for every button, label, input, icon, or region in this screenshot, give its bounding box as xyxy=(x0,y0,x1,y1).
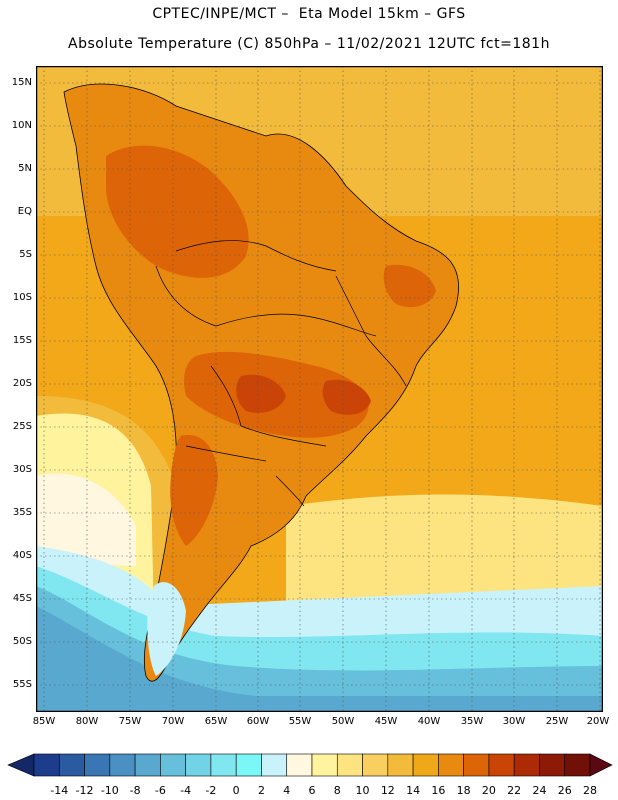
colorbar-swatch xyxy=(488,753,515,777)
colorbar-label: 12 xyxy=(380,784,395,797)
lon-label: 45W xyxy=(374,716,398,727)
lon-label: 40W xyxy=(417,716,441,727)
colorbar-swatch xyxy=(84,753,111,777)
lon-label: 65W xyxy=(204,716,228,727)
lon-label: 50W xyxy=(331,716,355,727)
country-borders xyxy=(155,240,407,507)
lon-label: 70W xyxy=(161,716,185,727)
lat-label: 10S xyxy=(12,292,32,303)
colorbar-swatch xyxy=(362,753,389,777)
colorbar-swatch xyxy=(438,753,464,777)
colorbar-label: 8 xyxy=(333,784,341,797)
colorbar-swatch xyxy=(564,753,591,777)
colorbar-label: 6 xyxy=(308,784,316,797)
land-hot-north xyxy=(106,145,249,278)
colorbar-swatch xyxy=(109,753,136,777)
colorbar-swatch xyxy=(513,753,540,777)
colorbar-label: -14 xyxy=(50,784,69,797)
map-subtitle: Absolute Temperature (C) 850hPa – 11/02/… xyxy=(68,36,550,52)
lat-label: 25S xyxy=(12,421,32,432)
colorbar-label: 14 xyxy=(406,784,421,797)
lon-label: 35W xyxy=(460,716,484,727)
colorbar-label: 26 xyxy=(557,784,572,797)
land-cool-andes-south xyxy=(147,582,186,676)
lat-label: 55S xyxy=(12,679,32,690)
colorbar-swatch xyxy=(286,753,313,777)
colorbar-swatch xyxy=(261,753,288,777)
lon-label: 85W xyxy=(32,716,56,727)
lat-label: 15N xyxy=(11,77,32,88)
colorbar-swatch xyxy=(311,753,338,777)
colorbar-label: -8 xyxy=(129,784,141,797)
colorbar-label: -12 xyxy=(75,784,94,797)
colorbar-swatch xyxy=(185,753,212,777)
colorbar-swatch xyxy=(463,753,490,777)
lon-label: 60W xyxy=(246,716,270,727)
lat-label: 5N xyxy=(18,163,32,174)
lon-label: 55W xyxy=(288,716,312,727)
colorbar-swatch xyxy=(58,753,85,777)
map-frame xyxy=(36,66,603,712)
colorbar-label: 22 xyxy=(507,784,522,797)
lon-label: 25W xyxy=(545,716,569,727)
map-canvas xyxy=(36,66,603,712)
colorbar-swatch xyxy=(33,753,60,777)
colorbar-swatch xyxy=(235,753,262,777)
lat-label: 15S xyxy=(12,335,32,346)
gridlines xyxy=(36,66,603,712)
colorbar-swatch xyxy=(210,753,237,777)
map-title: CPTEC/INPE/MCT – Eta Model 15km – GFS xyxy=(152,6,466,22)
lon-label: 30W xyxy=(502,716,526,727)
lat-label: 50S xyxy=(12,636,32,647)
colorbar xyxy=(7,753,613,777)
colorbar-label: 18 xyxy=(456,784,471,797)
colorbar-label: 0 xyxy=(232,784,240,797)
colorbar-label: -4 xyxy=(180,784,192,797)
colorbar-label: 16 xyxy=(431,784,446,797)
lat-label: 5S xyxy=(19,249,32,260)
lon-label: 75W xyxy=(118,716,142,727)
lat-label: 45S xyxy=(12,593,32,604)
pacific-pale-zone xyxy=(36,473,136,566)
lon-label: 20W xyxy=(586,716,610,727)
colorbar-tip-low xyxy=(7,753,35,777)
colorbar-label: 24 xyxy=(532,784,547,797)
colorbar-swatch xyxy=(160,753,186,777)
temperature-map xyxy=(36,66,603,712)
colorbar-label: 28 xyxy=(583,784,597,797)
land-hot-patagonia xyxy=(170,435,218,546)
lat-label: 20S xyxy=(12,378,32,389)
lon-label: 80W xyxy=(75,716,99,727)
colorbar-swatch xyxy=(412,753,439,777)
land-hot-east xyxy=(322,379,371,415)
colorbar-swatch xyxy=(387,753,414,777)
colorbar-label: 2 xyxy=(257,784,265,797)
colorbar-label: 20 xyxy=(481,784,496,797)
south-coldest-zone xyxy=(36,606,603,712)
colorbar-label: -6 xyxy=(154,784,166,797)
colorbar-swatch xyxy=(539,753,566,777)
lat-label: 30S xyxy=(12,464,32,475)
colorbar-label: -10 xyxy=(100,784,119,797)
lat-label: 10N xyxy=(11,120,32,131)
lat-label: 40S xyxy=(12,550,32,561)
lat-label: EQ xyxy=(17,206,32,217)
colorbar-label: -2 xyxy=(205,784,217,797)
colorbar-swatch xyxy=(134,753,161,777)
colorbar-tip-high xyxy=(589,753,613,777)
land-hot-northeast xyxy=(383,264,436,308)
lat-label: 35S xyxy=(12,507,32,518)
colorbar-label: 10 xyxy=(355,784,370,797)
colorbar-label: 4 xyxy=(283,784,291,797)
colorbar-swatch xyxy=(336,753,363,777)
